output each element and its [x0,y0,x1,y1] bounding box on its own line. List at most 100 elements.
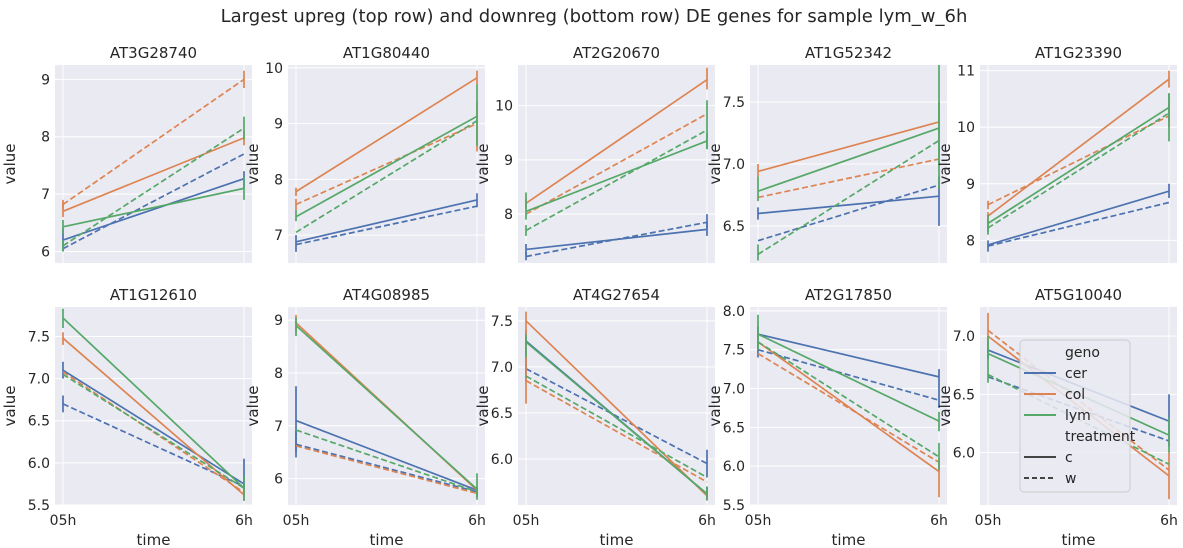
y-axis-label: value [244,386,262,427]
series-line-lym-c [757,127,940,193]
series-line-lym-c [295,115,478,218]
y-tick-label: 6.5 [28,414,50,430]
y-axis-label: value [936,386,954,427]
series-line-cer-w [295,205,478,246]
x-axis-label: time [137,531,171,548]
series-line-col-w [525,113,708,215]
series-line-cer-c [295,199,478,243]
y-tick-label: 7 [274,228,283,244]
y-axis-label: value [1,386,19,427]
y-tick-label: 7 [274,419,283,435]
series-line-col-w [987,329,1170,471]
y-tick-label: 8 [504,207,513,223]
panel-title: AT1G80440 [343,44,430,62]
y-tick-label: 10 [957,120,975,136]
series-line-col-c [757,121,940,173]
x-axis-label: time [600,531,634,548]
series-line-col-w [757,158,940,199]
y-tick-label: 6.0 [491,452,513,468]
panel-title: AT1G23390 [1035,44,1122,62]
chart-panel-AT4G27654: 6.0 6.5 7.0 7.5 05h 6h AT4G27654 value time [474,286,716,548]
series-line-lym-c [62,187,245,228]
chart-panel-AT3G28740: 6 7 8 9 AT3G28740 value [1,44,252,263]
y-tick-label: 7.5 [723,343,745,359]
series-line-lym-w [525,129,708,232]
series-line-col-c [525,320,708,497]
series-line-cer-w [987,376,1170,442]
series-line-col-w [295,445,478,495]
y-tick-label: 6 [274,472,283,488]
chart-panel-AT1G23390: 8 9 10 11 AT1G23390 value [936,44,1177,263]
series-line-cer-c [62,177,245,241]
y-tick-label: 6.5 [723,420,745,436]
series-line-cer-c [987,190,1170,246]
legend-label-col: col [1065,387,1085,403]
series-line-col-c [757,341,940,473]
y-tick-label: 8 [274,172,283,188]
series-line-lym-c [757,333,940,422]
y-tick-label: 6.5 [491,406,513,422]
y-tick-label: 9 [41,72,50,88]
series-line-col-c [62,137,245,213]
y-tick-label: 7.0 [491,360,513,376]
y-tick-label: 9 [966,177,975,193]
y-tick-label: 6.5 [953,387,975,403]
chart-panel-AT1G12610: 5.5 6.0 6.5 7.0 7.5 05h 6h AT1G12610 value time [1,286,253,548]
x-axis-label: time [832,531,866,548]
series-line-cer-w [987,201,1170,247]
series-line-cer-c [295,419,478,492]
y-tick-label: 7.0 [723,382,745,398]
y-tick-label: 7.0 [953,329,975,345]
x-tick-label: 05h [975,513,1002,529]
legend: geno cer col lym treatment cw [1019,339,1136,493]
y-tick-label: 5.5 [28,498,50,514]
series-line-col-c [525,78,708,205]
y-tick-label: 10 [495,99,513,115]
chart-panel-AT2G17850: 5.5 6.0 6.5 7.0 7.5 8.0 05h 6h AT2G17850 value tim… [706,286,948,548]
series-line-cer-w [62,153,245,250]
series-line-col-w [987,115,1170,206]
y-tick-label: 8 [966,233,975,249]
panel-title: AT5G10040 [1035,286,1122,304]
panel-title: AT2G20670 [573,44,660,62]
x-tick-label: 05h [283,513,310,529]
panel-title: AT3G28740 [110,44,197,62]
y-tick-label: 6.0 [28,456,50,472]
series-line-cer-w [295,443,478,493]
series-line-col-w [757,352,940,464]
y-tick-label: 6 [41,245,50,261]
series-line-lym-c [987,106,1170,225]
series-line-cer-w [757,348,940,401]
y-tick-label: 8 [274,366,283,382]
x-tick-label: 05h [513,513,540,529]
y-tick-label: 9 [274,117,283,133]
x-axis-label: time [1062,531,1096,548]
y-tick-label: 9 [274,313,283,329]
y-axis-label: value [244,144,262,185]
x-tick-label: 6h [468,513,486,529]
series-line-cer-c [757,195,940,215]
series-line-col-c [295,77,478,193]
chart-panel-AT1G52342: 6.5 7.0 7.5 AT1G52342 value [706,44,947,263]
legend-title-geno: geno [1065,345,1100,361]
panel-title: AT4G27654 [573,286,660,304]
x-tick-label: 6h [930,513,948,529]
y-tick-label: 7.0 [28,372,50,388]
y-tick-label: 6.5 [723,219,745,235]
series-line-col-w [525,379,708,483]
legend-label-w: w [1065,471,1076,487]
y-tick-label: 7.5 [723,95,745,111]
series-line-col-c [987,78,1170,217]
legend-label-c: c [1065,450,1073,466]
series-line-col-w [62,371,245,494]
x-tick-label: 05h [745,513,772,529]
chart-panel-AT2G20670: 8 9 10 AT2G20670 value [474,44,715,263]
y-tick-label: 9 [504,153,513,169]
legend-frame [1019,339,1131,493]
y-tick-label: 10 [265,61,283,77]
series-line-lym-c [525,341,708,495]
panel-title: AT1G12610 [110,286,197,304]
y-tick-label: 7.5 [491,314,513,330]
y-axis-label: value [936,144,954,185]
